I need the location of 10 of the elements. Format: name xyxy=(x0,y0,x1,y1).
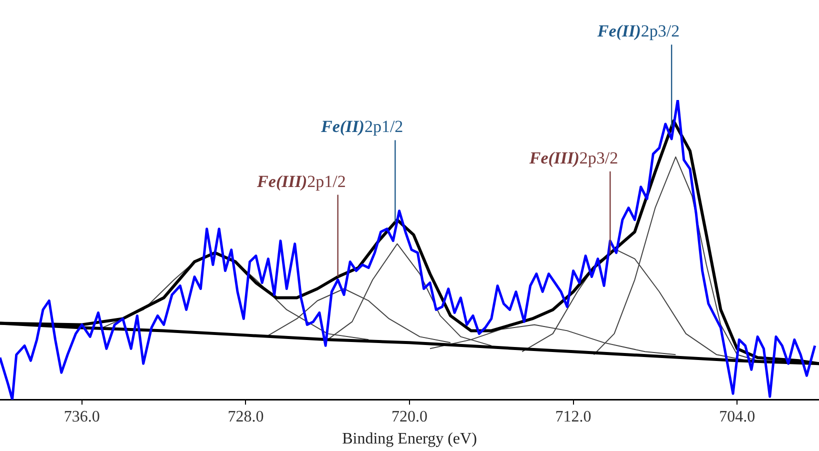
x-tick-label: 720.0 xyxy=(392,408,428,426)
x-tick-label: 712.0 xyxy=(555,408,592,426)
x-tick-label: 736.0 xyxy=(64,408,100,426)
x-tick-label: 704.0 xyxy=(719,408,756,426)
ref-line-label: Fe(III)2p1/2 xyxy=(256,172,346,191)
x-tick-label: 728.0 xyxy=(228,408,264,426)
ref-line-label: Fe(II)2p3/2 xyxy=(596,22,680,41)
ref-line-label: Fe(II)2p1/2 xyxy=(320,117,404,136)
ref-line-label: Fe(III)2p3/2 xyxy=(528,148,618,168)
x-axis-title: Binding Energy (eV) xyxy=(342,430,477,448)
